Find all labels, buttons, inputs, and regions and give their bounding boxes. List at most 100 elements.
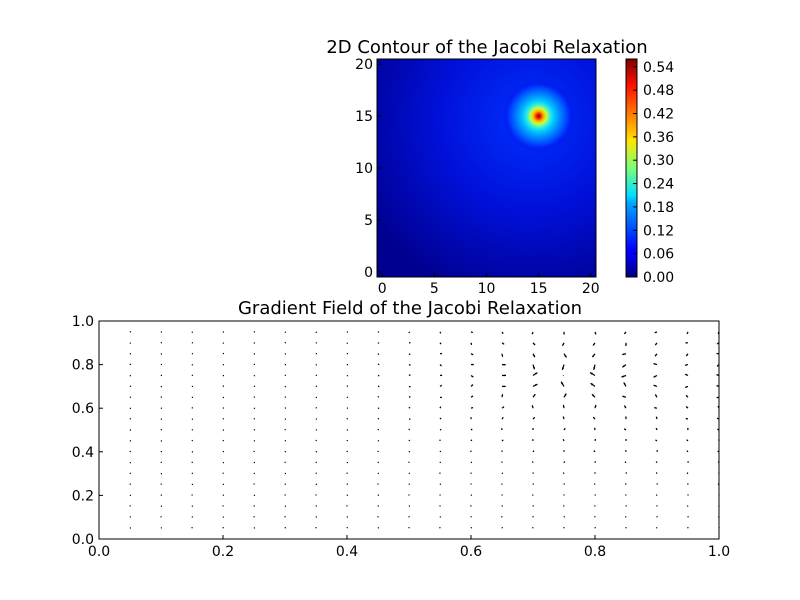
colorbar-tick-label: 0.12: [643, 223, 674, 239]
quiver-arrow-head: [160, 407, 162, 409]
quiver-arrow-head: [315, 342, 317, 344]
quiver-arrow-head: [408, 374, 411, 376]
quiver-y-tick-label: 1.0: [72, 314, 94, 330]
quiver-arrow-head: [439, 429, 442, 431]
quiver-arrow-head: [191, 418, 193, 420]
quiver-arrow-head: [284, 418, 286, 420]
quiver-arrow-head: [501, 332, 504, 334]
quiver-arrow-head: [315, 516, 317, 518]
quiver-arrow-head: [409, 342, 411, 344]
quiver-arrow-head: [594, 404, 597, 407]
quiver-arrow-head: [253, 374, 255, 376]
quiver-arrow-head: [564, 355, 567, 358]
quiver-arrow-head: [503, 385, 506, 388]
quiver-arrow-head: [501, 494, 503, 496]
quiver-arrow-head: [253, 396, 255, 398]
quiver-arrow-head: [315, 505, 317, 507]
colorbar-tick-label: 0.48: [643, 83, 674, 99]
quiver-arrow-head: [656, 461, 658, 463]
quiver-arrow-head: [625, 450, 627, 452]
quiver-arrow-head: [315, 472, 317, 474]
quiver-arrow-head: [284, 451, 286, 453]
quiver-arrow-head: [129, 396, 131, 398]
quiver-arrow-head: [625, 483, 627, 485]
quiver-arrow-head: [408, 527, 410, 529]
quiver-arrow-head: [160, 342, 162, 344]
quiver-arrow-head: [253, 440, 255, 442]
quiver-arrow-head: [439, 494, 441, 496]
quiver-arrow-head: [129, 407, 131, 409]
heatmap-plot: 2D Contour of the Jacobi Relaxation 0 5 10…: [326, 37, 674, 297]
quiver-arrow-head: [501, 472, 503, 475]
quiver-arrow-head: [471, 395, 474, 398]
quiver-arrow-head: [716, 396, 719, 399]
quiver-arrow-head: [717, 364, 719, 367]
quiver-arrow-head: [191, 374, 193, 377]
quiver-x-tick-label: 0.6: [460, 544, 482, 560]
quiver-arrow-head: [594, 332, 597, 335]
quiver-arrow-head: [284, 375, 286, 377]
quiver-arrow-head: [129, 374, 131, 377]
quiver-arrow-head: [377, 418, 379, 420]
quiver-x-ticks: 0.0 0.2 0.4 0.6 0.8 1.0: [88, 535, 730, 560]
colorbar-ticks: 0.00 0.06 0.12 0.18 0.24 0.30 0.36 0.42 0.48 0.54: [633, 60, 674, 286]
quiver-arrow-head: [253, 342, 255, 344]
quiver-arrow-head: [222, 364, 224, 366]
quiver-arrow-head: [377, 483, 379, 485]
quiver-arrow-head: [562, 374, 564, 377]
quiver-arrow-head: [315, 396, 317, 398]
quiver-arrow-head: [346, 374, 348, 377]
quiver-arrow-head: [593, 367, 596, 370]
quiver-arrow-head: [593, 450, 596, 453]
quiver-arrow-head: [346, 385, 348, 387]
quiver-arrow-head: [191, 505, 193, 507]
quiver-arrow-head: [284, 407, 286, 409]
quiver-arrow-head: [564, 393, 567, 396]
quiver-arrow-head: [377, 396, 379, 398]
quiver-arrow-head: [563, 483, 565, 485]
quiver-arrow-head: [346, 450, 348, 453]
quiver-arrow-head: [315, 375, 317, 377]
quiver-arrow-head: [409, 418, 411, 420]
quiver-arrow-head: [284, 494, 286, 496]
quiver-arrow-head: [439, 461, 441, 464]
quiver-arrow-head: [716, 374, 719, 376]
quiver-arrow-head: [191, 451, 193, 453]
quiver-arrow-head: [501, 527, 503, 529]
quiver-arrow-head: [532, 483, 534, 485]
quiver-arrows: [129, 331, 720, 529]
heatmap-x-tick-label: 20: [582, 281, 600, 297]
quiver-arrow-head: [686, 354, 688, 356]
quiver-arrow-head: [253, 462, 255, 464]
quiver-frame: [98, 320, 720, 540]
quiver-arrow-head: [563, 494, 565, 496]
quiver-arrow-head: [191, 364, 193, 366]
heatmap-title: 2D Contour of the Jacobi Relaxation: [326, 37, 647, 58]
quiver-arrow-head: [408, 331, 410, 334]
quiver-arrow-head: [470, 428, 473, 431]
quiver-arrow-head: [594, 427, 596, 430]
quiver-arrow-head: [717, 418, 719, 420]
quiver-arrow-head: [439, 451, 441, 453]
quiver-y-tick-label: 0.4: [72, 445, 94, 461]
quiver-arrow-head: [685, 342, 688, 344]
quiver-arrow-head: [532, 494, 534, 496]
quiver-arrow-head: [377, 505, 379, 507]
quiver-arrow-head: [377, 364, 380, 366]
quiver-arrow-head: [471, 331, 473, 333]
heatmap-y-tick-label: 0: [364, 265, 373, 281]
quiver-arrow-head: [408, 451, 410, 453]
quiver-arrow-head: [592, 354, 595, 358]
quiver-arrow-head: [534, 384, 538, 387]
quiver-arrow-head: [470, 527, 472, 529]
quiver-arrow-head: [253, 331, 255, 333]
quiver-arrow-head: [253, 483, 255, 485]
quiver-x-tick-label: 1.0: [708, 544, 730, 560]
quiver-arrow-head: [160, 473, 162, 475]
quiver-arrow-head: [284, 364, 286, 366]
quiver-arrow-head: [594, 461, 596, 463]
quiver-arrow-head: [656, 505, 658, 507]
quiver-arrow-head: [501, 439, 504, 442]
quiver-arrow-head: [191, 483, 193, 486]
